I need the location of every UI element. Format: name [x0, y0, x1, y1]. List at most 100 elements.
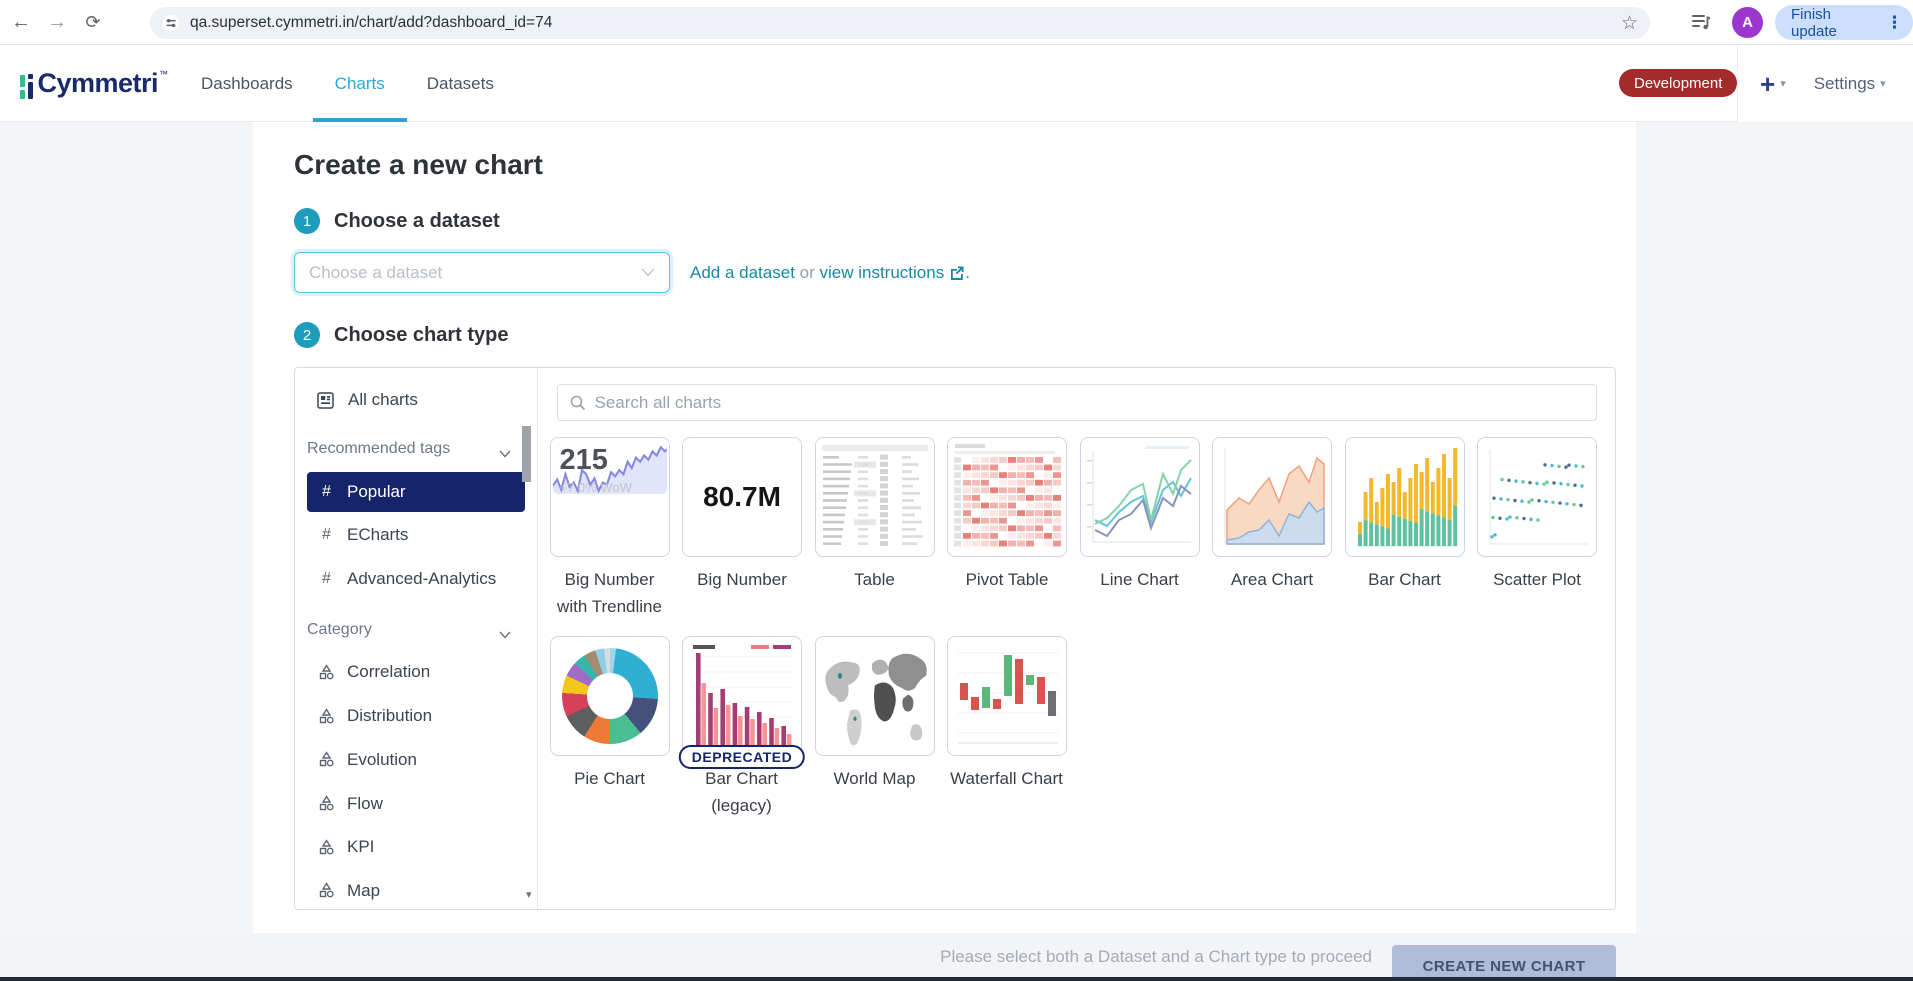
sidebar-item-kpi[interactable]: KPI [307, 827, 525, 867]
add-new-caret-icon[interactable]: ▾ [1780, 78, 1786, 90]
shapes-icon [319, 882, 334, 899]
search-icon [570, 395, 585, 410]
settings-caret-icon[interactable]: ▾ [1880, 78, 1886, 90]
or-text: or [794, 262, 820, 282]
chart-type-card-big-number[interactable]: 80.7M Big Number [682, 437, 802, 593]
card-frame [1344, 437, 1465, 557]
sidebar-item-label: Correlation [347, 662, 431, 682]
external-link-icon[interactable] [949, 265, 965, 281]
chart-type-card-pie-chart[interactable]: Pie Chart [549, 636, 670, 792]
sidebar-item-label: Flow [347, 793, 383, 813]
create-new-chart-button[interactable]: CREATE NEW CHART [1392, 945, 1616, 981]
view-instructions-link[interactable]: view instructions [819, 262, 945, 282]
scrollbar-down-arrow-icon[interactable]: ▾ [525, 889, 532, 901]
shapes-icon [319, 664, 334, 681]
nav-tab-charts[interactable]: Charts [312, 45, 407, 122]
settings-menu[interactable]: Settings [1813, 73, 1876, 93]
chart-search-box[interactable] [556, 384, 1597, 421]
header-right: + ▾ Settings ▾ [1737, 45, 1913, 122]
chart-type-label: Big Number with Trendline [557, 570, 662, 616]
step-2-label: Choose chart type [334, 323, 509, 346]
step-1-number: 1 [294, 208, 320, 234]
sidebar-item-advanced-analytics[interactable]: # Advanced-Analytics [307, 559, 525, 599]
sidebar-item-label: KPI [347, 837, 375, 857]
all-charts-icon [317, 391, 334, 409]
content-panel: Create a new chart 1 Choose a dataset Ch… [253, 122, 1636, 933]
site-settings-icon[interactable] [162, 14, 180, 32]
sidebar-item-popular[interactable]: # Popular [307, 471, 525, 512]
chevron-down-icon [641, 268, 655, 277]
page-title: Create a new chart [294, 149, 543, 180]
nav-tab-datasets[interactable]: Datasets [426, 73, 494, 93]
deprecated-badge: DEPRECATED [678, 745, 806, 769]
big-number-value: 215 [559, 444, 608, 476]
chart-type-label: Big Number [697, 570, 787, 589]
chart-type-card-bar-chart[interactable]: Bar Chart [1344, 437, 1465, 593]
browser-menu-icon[interactable]: ⋮ [1886, 12, 1903, 32]
pivot-table-thumbnail [952, 442, 1062, 552]
dataset-links: Add a dataset or view instructions . [690, 252, 970, 293]
step-1-label: Choose a dataset [334, 209, 500, 232]
card-frame [814, 437, 935, 557]
card-frame [947, 636, 1067, 756]
logo-trademark: ™ [159, 68, 169, 79]
hash-icon: # [322, 482, 331, 500]
bookmark-star-icon[interactable]: ☆ [1620, 12, 1638, 34]
finish-update-button[interactable]: Finish update ⋮ [1775, 5, 1913, 40]
sidebar-item-all-charts[interactable]: All charts [295, 378, 537, 422]
reload-icon[interactable]: ⟳ [85, 12, 101, 32]
sidebar-item-correlation[interactable]: Correlation [307, 652, 525, 692]
chart-type-card-scatter-plot[interactable]: Scatter Plot [1477, 437, 1597, 593]
media-controls-icon[interactable] [1690, 11, 1712, 33]
chart-type-label: Pie Chart [574, 769, 645, 788]
card-frame [814, 636, 935, 756]
chart-type-card-pivot-table[interactable]: Pivot Table [947, 437, 1067, 593]
sidebar-item-distribution[interactable]: Distribution [307, 696, 525, 736]
chart-type-chooser: All charts Recommended tags # Popular # … [294, 367, 1616, 910]
url-bar[interactable]: qa.superset.cymmetri.in/chart/add?dashbo… [150, 7, 1650, 39]
sidebar-item-map[interactable]: Map [307, 871, 525, 909]
bar-chart-legacy-thumbnail [687, 641, 797, 751]
chart-type-card-area-chart[interactable]: Area Chart [1212, 437, 1332, 593]
dataset-select[interactable]: Choose a dataset [294, 252, 670, 293]
chevron-down-icon[interactable] [498, 450, 511, 458]
sidebar-item-echarts[interactable]: # ECharts [307, 515, 525, 555]
chart-type-card-world-map[interactable]: World Map [814, 636, 935, 792]
pie-chart-thumbnail [555, 641, 665, 751]
sidebar-item-label: Advanced-Analytics [347, 569, 497, 589]
sidebar-item-flow[interactable]: Flow [307, 784, 525, 824]
logo-text: Cymmetri [37, 68, 159, 98]
chart-type-card-waterfall-chart[interactable]: Waterfall Chart [947, 636, 1067, 792]
add-dataset-link[interactable]: Add a dataset [690, 262, 795, 282]
card-frame: DEPRECATED [678, 636, 806, 769]
sidebar-item-label: Evolution [347, 749, 417, 769]
chart-type-label: Line Chart [1100, 570, 1179, 589]
chart-type-card-table[interactable]: Table [814, 437, 935, 593]
finish-update-label: Finish update [1791, 5, 1837, 40]
environment-badge: Development [1619, 69, 1738, 97]
footer-bar: Please select both a Dataset and a Chart… [0, 933, 1913, 981]
back-icon[interactable]: ← [11, 11, 31, 33]
shapes-icon [319, 795, 334, 812]
forward-icon[interactable]: → [47, 11, 67, 33]
card-frame [1079, 437, 1200, 557]
sidebar-item-label: ECharts [347, 525, 409, 545]
chart-search-input[interactable] [594, 392, 1584, 413]
sidebar-item-evolution[interactable]: Evolution [307, 740, 525, 780]
chart-type-card-big-number-trendline[interactable]: 215 +7.0% WoW Big Number with Trendline [549, 437, 670, 620]
sidebar-scrollbar-thumb[interactable] [521, 426, 531, 482]
app-logo[interactable]: Cymmetri ™ [20, 45, 168, 122]
sidebar-group-category: Category [295, 603, 537, 649]
add-new-button[interactable]: + [1760, 68, 1776, 99]
trendline-spark-thumbnail [552, 442, 667, 494]
chart-type-label: Table [854, 570, 895, 589]
card-frame: 215 +7.0% WoW [549, 437, 670, 557]
chart-type-card-bar-chart-legacy[interactable]: DEPRECATED Bar Chart (legacy) [678, 636, 806, 819]
chevron-down-icon[interactable] [498, 631, 511, 639]
scatter-plot-thumbnail [1482, 442, 1592, 552]
avatar[interactable]: A [1732, 7, 1763, 38]
nav-tab-dashboards[interactable]: Dashboards [201, 73, 293, 93]
chart-type-card-line-chart[interactable]: Line Chart [1079, 437, 1200, 593]
hash-icon: # [322, 526, 331, 544]
